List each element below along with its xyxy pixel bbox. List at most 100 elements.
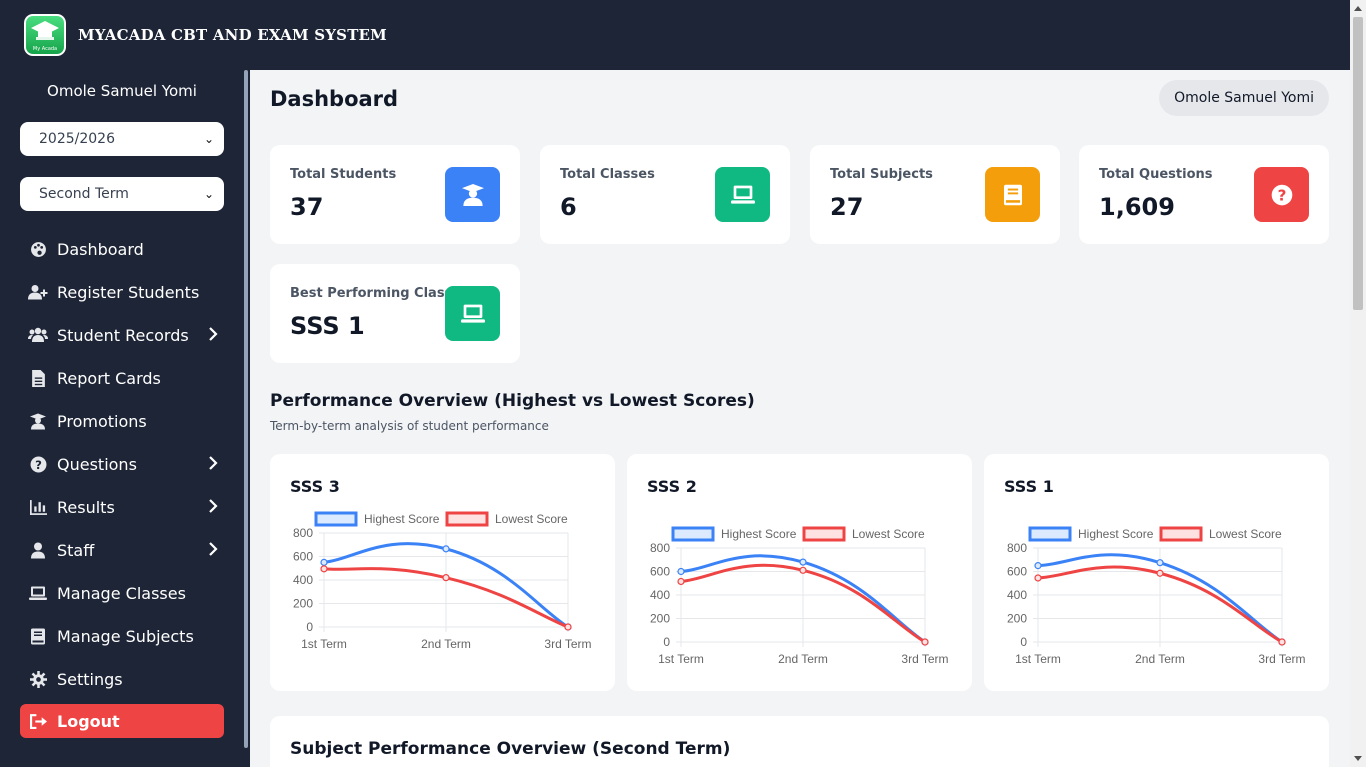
chart-title: SSS 1 [1004,477,1054,496]
sidebar-item-questions[interactable]: ? Questions [20,447,224,481]
user-chip[interactable]: Omole Samuel Yomi [1159,80,1329,116]
data-point[interactable] [1034,574,1042,582]
legend-swatch [671,526,715,542]
data-point[interactable] [677,577,685,586]
sidebar-user-name: Omole Samuel Yomi [47,82,197,100]
laptop-icon [445,286,500,341]
book-icon [28,626,48,646]
stat-card-total-subjects: Total Subjects 27 [810,145,1060,244]
sidebar-item-report-cards[interactable]: Report Cards [20,361,224,395]
logout-button[interactable]: Logout [20,704,224,738]
page-scrollbar[interactable] [1350,0,1366,767]
session-select[interactable]: 2025/2026 ⌄ [20,122,224,156]
y-tick-label: 0 [663,635,670,649]
x-tick-label: 2nd Term [1135,652,1185,666]
stat-label: Best Performing Class [290,286,453,301]
sidebar-item-register-students[interactable]: Register Students [20,275,224,309]
app-logo[interactable]: My Acada [24,14,66,56]
legend-item[interactable]: Highest Score [314,511,440,527]
stat-card-total-questions: Total Questions 1,609 ? [1079,145,1329,244]
sidebar-item-results[interactable]: Results [20,490,224,524]
chart-title: SSS 2 [647,477,697,496]
subject-overview-title: Subject Performance Overview (Second Ter… [290,739,731,759]
scrollbar-thumb[interactable] [1353,17,1363,310]
sidebar-item-dashboard[interactable]: Dashboard [20,232,224,266]
data-point[interactable] [1278,638,1286,646]
data-point[interactable] [1156,569,1164,577]
y-tick-label: 800 [650,541,670,555]
sidebar-item-label: Settings [57,669,123,689]
sidebar-item-manage-subjects[interactable]: Manage Subjects [20,619,224,653]
data-point[interactable] [564,623,572,631]
sidebar-item-manage-classes[interactable]: Manage Classes [20,576,224,610]
data-point[interactable] [1034,562,1042,570]
stat-value: SSS 1 [290,312,365,340]
stat-label: Total Subjects [830,167,933,182]
y-tick-label: 800 [1007,541,1027,555]
users-icon [28,325,48,345]
performance-subtitle: Term-by-term analysis of student perform… [270,419,549,433]
stat-value: 6 [560,193,577,221]
sidebar-item-settings[interactable]: Settings [20,662,224,696]
legend-item[interactable]: Lowest Score [802,526,925,542]
question-circle-icon: ? [1254,167,1309,222]
term-select-value: Second Term [39,186,129,202]
data-point[interactable] [799,558,807,566]
page-title: Dashboard [270,87,399,111]
stat-value: 27 [830,193,864,221]
y-tick-label: 800 [293,526,313,540]
y-tick-label: 600 [1007,565,1027,579]
sidebar-scrollbar[interactable] [244,70,248,748]
laptop-icon [28,583,48,603]
subject-overview-card: Subject Performance Overview (Second Ter… [270,716,1329,767]
line-chart: 0 200 400 600 800 1st Term 2nd Term 3rd Term Hig… [1007,526,1306,666]
sidebar-item-label: Manage Classes [57,583,186,603]
legend-item[interactable]: Lowest Score [445,511,568,527]
y-tick-label: 400 [650,588,670,602]
sidebar-item-promotions[interactable]: Promotions [20,404,224,438]
legend-item[interactable]: Lowest Score [1159,526,1282,542]
legend-item[interactable]: Highest Score [671,526,797,542]
chart-title: SSS 3 [290,477,340,496]
sidebar-item-label: Student Records [57,325,189,345]
data-point[interactable] [442,574,450,582]
chevron-right-icon [209,542,218,556]
file-icon [28,368,48,388]
stat-value: 1,609 [1099,193,1175,221]
data-point[interactable] [1156,559,1164,567]
y-tick-label: 600 [293,550,313,564]
sidebar-item-staff[interactable]: Staff [20,533,224,567]
term-select[interactable]: Second Term ⌄ [20,177,224,211]
data-point[interactable] [320,558,328,566]
scroll-up-arrow-icon[interactable] [1354,6,1362,11]
sidebar-item-student-records[interactable]: Student Records [20,318,224,352]
legend-swatch [802,526,846,542]
stat-card-total-students: Total Students 37 [270,145,520,244]
y-tick-label: 200 [293,597,313,611]
legend-item[interactable]: Highest Score [1028,526,1154,542]
app-title: MYACADA CBT AND EXAM SYSTEM [78,26,387,44]
sidebar-item-label: Register Students [57,282,200,302]
svg-text:?: ? [1277,186,1286,204]
data-point[interactable] [799,566,807,574]
x-tick-label: 3rd Term [1258,652,1305,666]
scroll-down-arrow-icon[interactable] [1354,756,1362,761]
data-point[interactable] [320,565,328,573]
data-point[interactable] [677,567,685,576]
sidebar-item-label: Dashboard [57,239,144,259]
question-circle-icon: ? [28,454,48,474]
top-bar: My Acada MYACADA CBT AND EXAM SYSTEM [0,0,1366,70]
sidebar-item-label: Promotions [57,411,147,431]
sidebar-item-label: Manage Subjects [57,626,194,646]
sidebar-item-label: Report Cards [57,368,161,388]
legend-label: Lowest Score [1209,527,1282,541]
data-point[interactable] [442,545,450,553]
performance-title: Performance Overview (Highest vs Lowest … [270,391,755,411]
y-tick-label: 0 [1020,635,1027,649]
legend-label: Lowest Score [495,512,568,526]
line-chart: 0 200 400 600 800 1st Term 2nd Term 3rd Term Hig… [650,526,949,666]
legend-label: Lowest Score [852,527,925,541]
data-point[interactable] [921,638,929,646]
svg-text:?: ? [35,457,42,471]
y-tick-label: 400 [1007,588,1027,602]
